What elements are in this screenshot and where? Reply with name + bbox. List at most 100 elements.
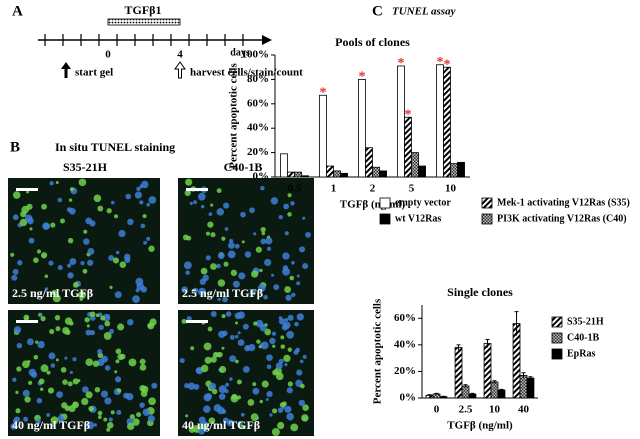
panel-a: A TGFβ1 0 4 days start gel harvest cells…: [12, 3, 303, 79]
cell: [83, 229, 88, 234]
cell: [11, 274, 18, 281]
cell: [69, 258, 77, 265]
cell: [103, 332, 112, 340]
cell: [225, 311, 232, 317]
scale-bar: [186, 320, 208, 323]
cell: [208, 212, 213, 216]
cell: [101, 355, 109, 363]
cell: [242, 323, 249, 330]
cell: [44, 287, 49, 291]
cell: [217, 279, 226, 287]
cell: [110, 410, 115, 415]
cell: [22, 360, 30, 369]
cell: [69, 370, 73, 375]
cell: [85, 358, 94, 367]
bar: [526, 377, 535, 399]
cell: [216, 263, 221, 269]
cell: [181, 318, 187, 324]
cell: [223, 261, 229, 267]
cell: [217, 297, 221, 301]
legend-swatch: [551, 316, 563, 328]
y-tick-label: 0%: [400, 392, 417, 404]
cell: [184, 189, 191, 197]
cell: [296, 369, 303, 376]
cell: [142, 408, 151, 417]
cell: [218, 330, 226, 338]
cell: [204, 356, 212, 364]
significance-mark: *: [397, 56, 404, 71]
cell: [140, 223, 146, 229]
bar: [418, 165, 426, 178]
x-tick-label: 2: [370, 183, 376, 195]
y-tick-label: 60%: [394, 312, 416, 324]
cell: [48, 352, 56, 360]
cell: [81, 397, 89, 406]
cell: [272, 369, 278, 376]
day-label: 4: [177, 49, 183, 61]
significance-mark: *: [319, 85, 326, 100]
cell: [302, 404, 309, 411]
cell: [302, 262, 309, 269]
cell: [89, 311, 96, 318]
cell: [10, 252, 15, 257]
cell: [40, 316, 46, 322]
cell: [284, 231, 289, 236]
cell: [129, 414, 135, 420]
cell: [78, 178, 87, 187]
cell: [72, 357, 77, 362]
cell: [287, 212, 292, 217]
cell: [106, 314, 110, 319]
bar: [372, 166, 380, 178]
cell: [49, 181, 54, 186]
cell: [218, 393, 226, 400]
cell: [85, 329, 92, 336]
cell: [24, 396, 31, 403]
cell: [115, 348, 122, 355]
cell: [263, 294, 268, 300]
start-arrow: [61, 62, 71, 78]
cell: [15, 408, 21, 414]
cell: [28, 368, 36, 377]
cell: [28, 380, 33, 385]
y-tick-label: 80%: [247, 73, 269, 85]
cell: [127, 318, 134, 326]
cell: [10, 423, 17, 430]
cell: [84, 317, 90, 323]
cell: [277, 421, 285, 430]
cell: [232, 280, 240, 288]
cell: [234, 321, 239, 325]
x-tick-label: 1: [331, 183, 337, 195]
cell: [295, 347, 300, 353]
cell: [51, 289, 58, 296]
cell: [139, 200, 144, 205]
cell: [286, 412, 294, 421]
bar: [319, 94, 327, 178]
cell: [280, 335, 285, 340]
cell: [41, 252, 48, 259]
cell: [67, 381, 73, 387]
y-axis-label: Percent apoptotic cells: [228, 63, 240, 169]
cell: [280, 344, 286, 349]
cell: [210, 356, 217, 363]
day-label: 0: [105, 49, 111, 61]
cell: [189, 201, 193, 205]
error-bar: [528, 376, 533, 380]
legend-label: empty vector: [395, 197, 451, 208]
significance-mark: *: [436, 55, 443, 70]
cell: [85, 391, 93, 399]
cell: [275, 362, 283, 370]
cell: [208, 417, 216, 425]
bar: [490, 381, 499, 399]
cell: [12, 191, 21, 199]
y-tick-label: 0%: [253, 171, 270, 183]
cell: [142, 214, 147, 219]
bar: [301, 175, 309, 178]
bar: [450, 163, 458, 178]
cell: [228, 242, 235, 249]
cell: [209, 382, 217, 390]
y-tick-label: 20%: [394, 365, 416, 377]
legend-swatch: [379, 213, 391, 225]
cell: [248, 343, 256, 352]
cell: [106, 208, 112, 214]
cell: [13, 326, 22, 334]
